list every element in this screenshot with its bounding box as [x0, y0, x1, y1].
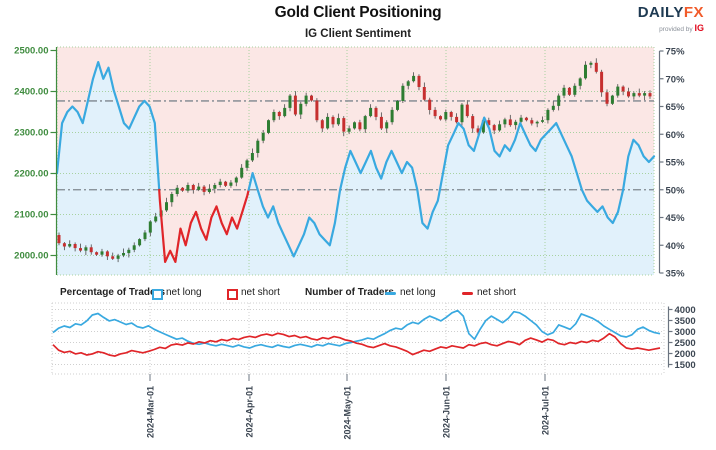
legend-percentage-of-traders: Percentage of Traders: [60, 287, 166, 298]
count-net-long-line: [52, 309, 661, 349]
legend-pct-net-long-label: net long: [166, 287, 202, 298]
svg-text:75%: 75%: [666, 47, 686, 58]
legend-count-net-long-label: net long: [400, 287, 436, 298]
svg-text:3000: 3000: [675, 327, 696, 338]
svg-text:2024-Jun-01: 2024-Jun-01: [442, 386, 452, 438]
legend-count-net-short-label: net short: [477, 287, 516, 298]
legend-net-short-box-icon: [227, 289, 238, 300]
legend-count-net-long-line-icon: [385, 292, 396, 295]
svg-text:2024-May-01: 2024-May-01: [343, 386, 353, 440]
svg-text:65%: 65%: [666, 102, 686, 113]
svg-text:2500: 2500: [675, 338, 696, 349]
net-long-pct-line: [55, 61, 161, 191]
chart-subtitle: IG Client Sentiment: [304, 28, 412, 40]
svg-text:60%: 60%: [666, 130, 686, 141]
provided-by-text: provided by: [659, 26, 693, 33]
page-title: Gold Client Positioning: [274, 4, 442, 21]
date-axis: 2024-Mar-01 2024-Apr-01 2024-May-01 2024-Ju…: [146, 374, 551, 440]
sentiment-line: [55, 61, 656, 263]
main-axes: 2500.00 2400.00 2300.00 2200.00 2100.00 2000.…: [14, 46, 685, 280]
legend-pct-net-short-label: net short: [241, 287, 280, 298]
dailyfx-logo: DAILYFX provided by IG: [638, 5, 704, 34]
legend-count-net-short-line-icon: [462, 292, 473, 295]
svg-text:2000: 2000: [675, 349, 696, 360]
svg-text:2100.00: 2100.00: [14, 210, 48, 221]
net-long-pct-line: [247, 149, 441, 258]
svg-text:2500.00: 2500.00: [14, 46, 48, 57]
legend-net-long-box-icon: [152, 289, 163, 300]
logo-daily-text: DAILY: [637, 4, 684, 21]
count-net-short-line: [52, 332, 661, 357]
svg-text:70%: 70%: [666, 74, 686, 85]
provided-by-line: provided by IG: [638, 24, 704, 34]
count-gridlines: [51, 302, 665, 375]
ig-logo-text: IG: [694, 23, 704, 33]
svg-text:55%: 55%: [666, 158, 686, 169]
net-long-pct-line: [438, 116, 656, 225]
svg-text:3500: 3500: [675, 316, 696, 327]
svg-text:45%: 45%: [666, 213, 686, 224]
svg-text:40%: 40%: [666, 241, 686, 252]
svg-text:2024-Jul-01: 2024-Jul-01: [541, 386, 551, 435]
svg-text:2200.00: 2200.00: [14, 169, 48, 180]
net-short-pct-line: [158, 188, 250, 263]
svg-text:2300.00: 2300.00: [14, 128, 48, 139]
logo-fx-text: FX: [683, 4, 704, 21]
svg-text:50%: 50%: [666, 185, 686, 196]
svg-text:2024-Mar-01: 2024-Mar-01: [146, 386, 156, 438]
count-lines: [52, 309, 661, 357]
dailyfx-brand: DAILYFX: [638, 4, 704, 21]
reference-lines: [57, 100, 654, 191]
svg-text:2400.00: 2400.00: [14, 87, 48, 98]
svg-text:4000: 4000: [675, 305, 696, 316]
net-long-area: [57, 62, 654, 275]
svg-text:1500: 1500: [675, 360, 696, 371]
svg-text:2024-Apr-01: 2024-Apr-01: [245, 386, 255, 438]
legend-number-of-traders: Number of Traders: [305, 287, 394, 298]
candlesticks: [57, 58, 652, 263]
svg-text:2000.00: 2000.00: [14, 251, 48, 262]
svg-text:35%: 35%: [666, 269, 686, 280]
